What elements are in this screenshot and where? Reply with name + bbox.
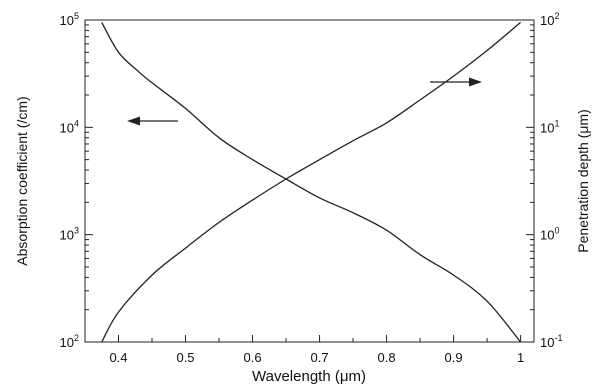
x-tick-label: 0.6 (243, 350, 261, 365)
tick-label-layer: 0.4 0.5 0.6 0.7 0.8 0.9 1 102 103 104 105 10-1 100 10… (60, 11, 563, 365)
curve-layer (101, 21, 522, 343)
left-axis-arrow (127, 116, 178, 126)
right-y-tick-label: 10-1 (540, 333, 562, 350)
penetration-depth-curve (101, 21, 522, 343)
left-y-axis-label: Absorption coefficient (/cm) (14, 96, 30, 265)
right-arrow-head (469, 77, 482, 87)
left-arrow-head (127, 116, 140, 126)
tick-layer (85, 19, 534, 343)
right-y-tick-label: 100 (540, 226, 559, 243)
left-y-tick-label: 103 (60, 226, 79, 243)
left-y-tick-label: 104 (60, 118, 79, 135)
x-tick-label: 0.4 (109, 350, 127, 365)
right-y-tick-label: 102 (540, 11, 559, 28)
x-tick-label: 0.9 (445, 350, 463, 365)
right-y-axis-label: Penetration depth (μm) (575, 109, 591, 252)
right-axis-arrow (430, 77, 482, 87)
left-y-tick-label: 102 (60, 333, 79, 350)
x-tick-label: 0.5 (176, 350, 194, 365)
right-y-tick-label: 101 (540, 118, 559, 135)
plot-frame (84, 19, 535, 343)
absorption-coefficient-curve (101, 22, 522, 343)
x-tick-label: 0.7 (311, 350, 329, 365)
x-axis-label: Wavelength (μm) (252, 368, 366, 385)
x-tick-label: 1 (517, 350, 524, 365)
x-tick-label: 0.8 (378, 350, 396, 365)
left-y-tick-label: 105 (60, 11, 79, 28)
